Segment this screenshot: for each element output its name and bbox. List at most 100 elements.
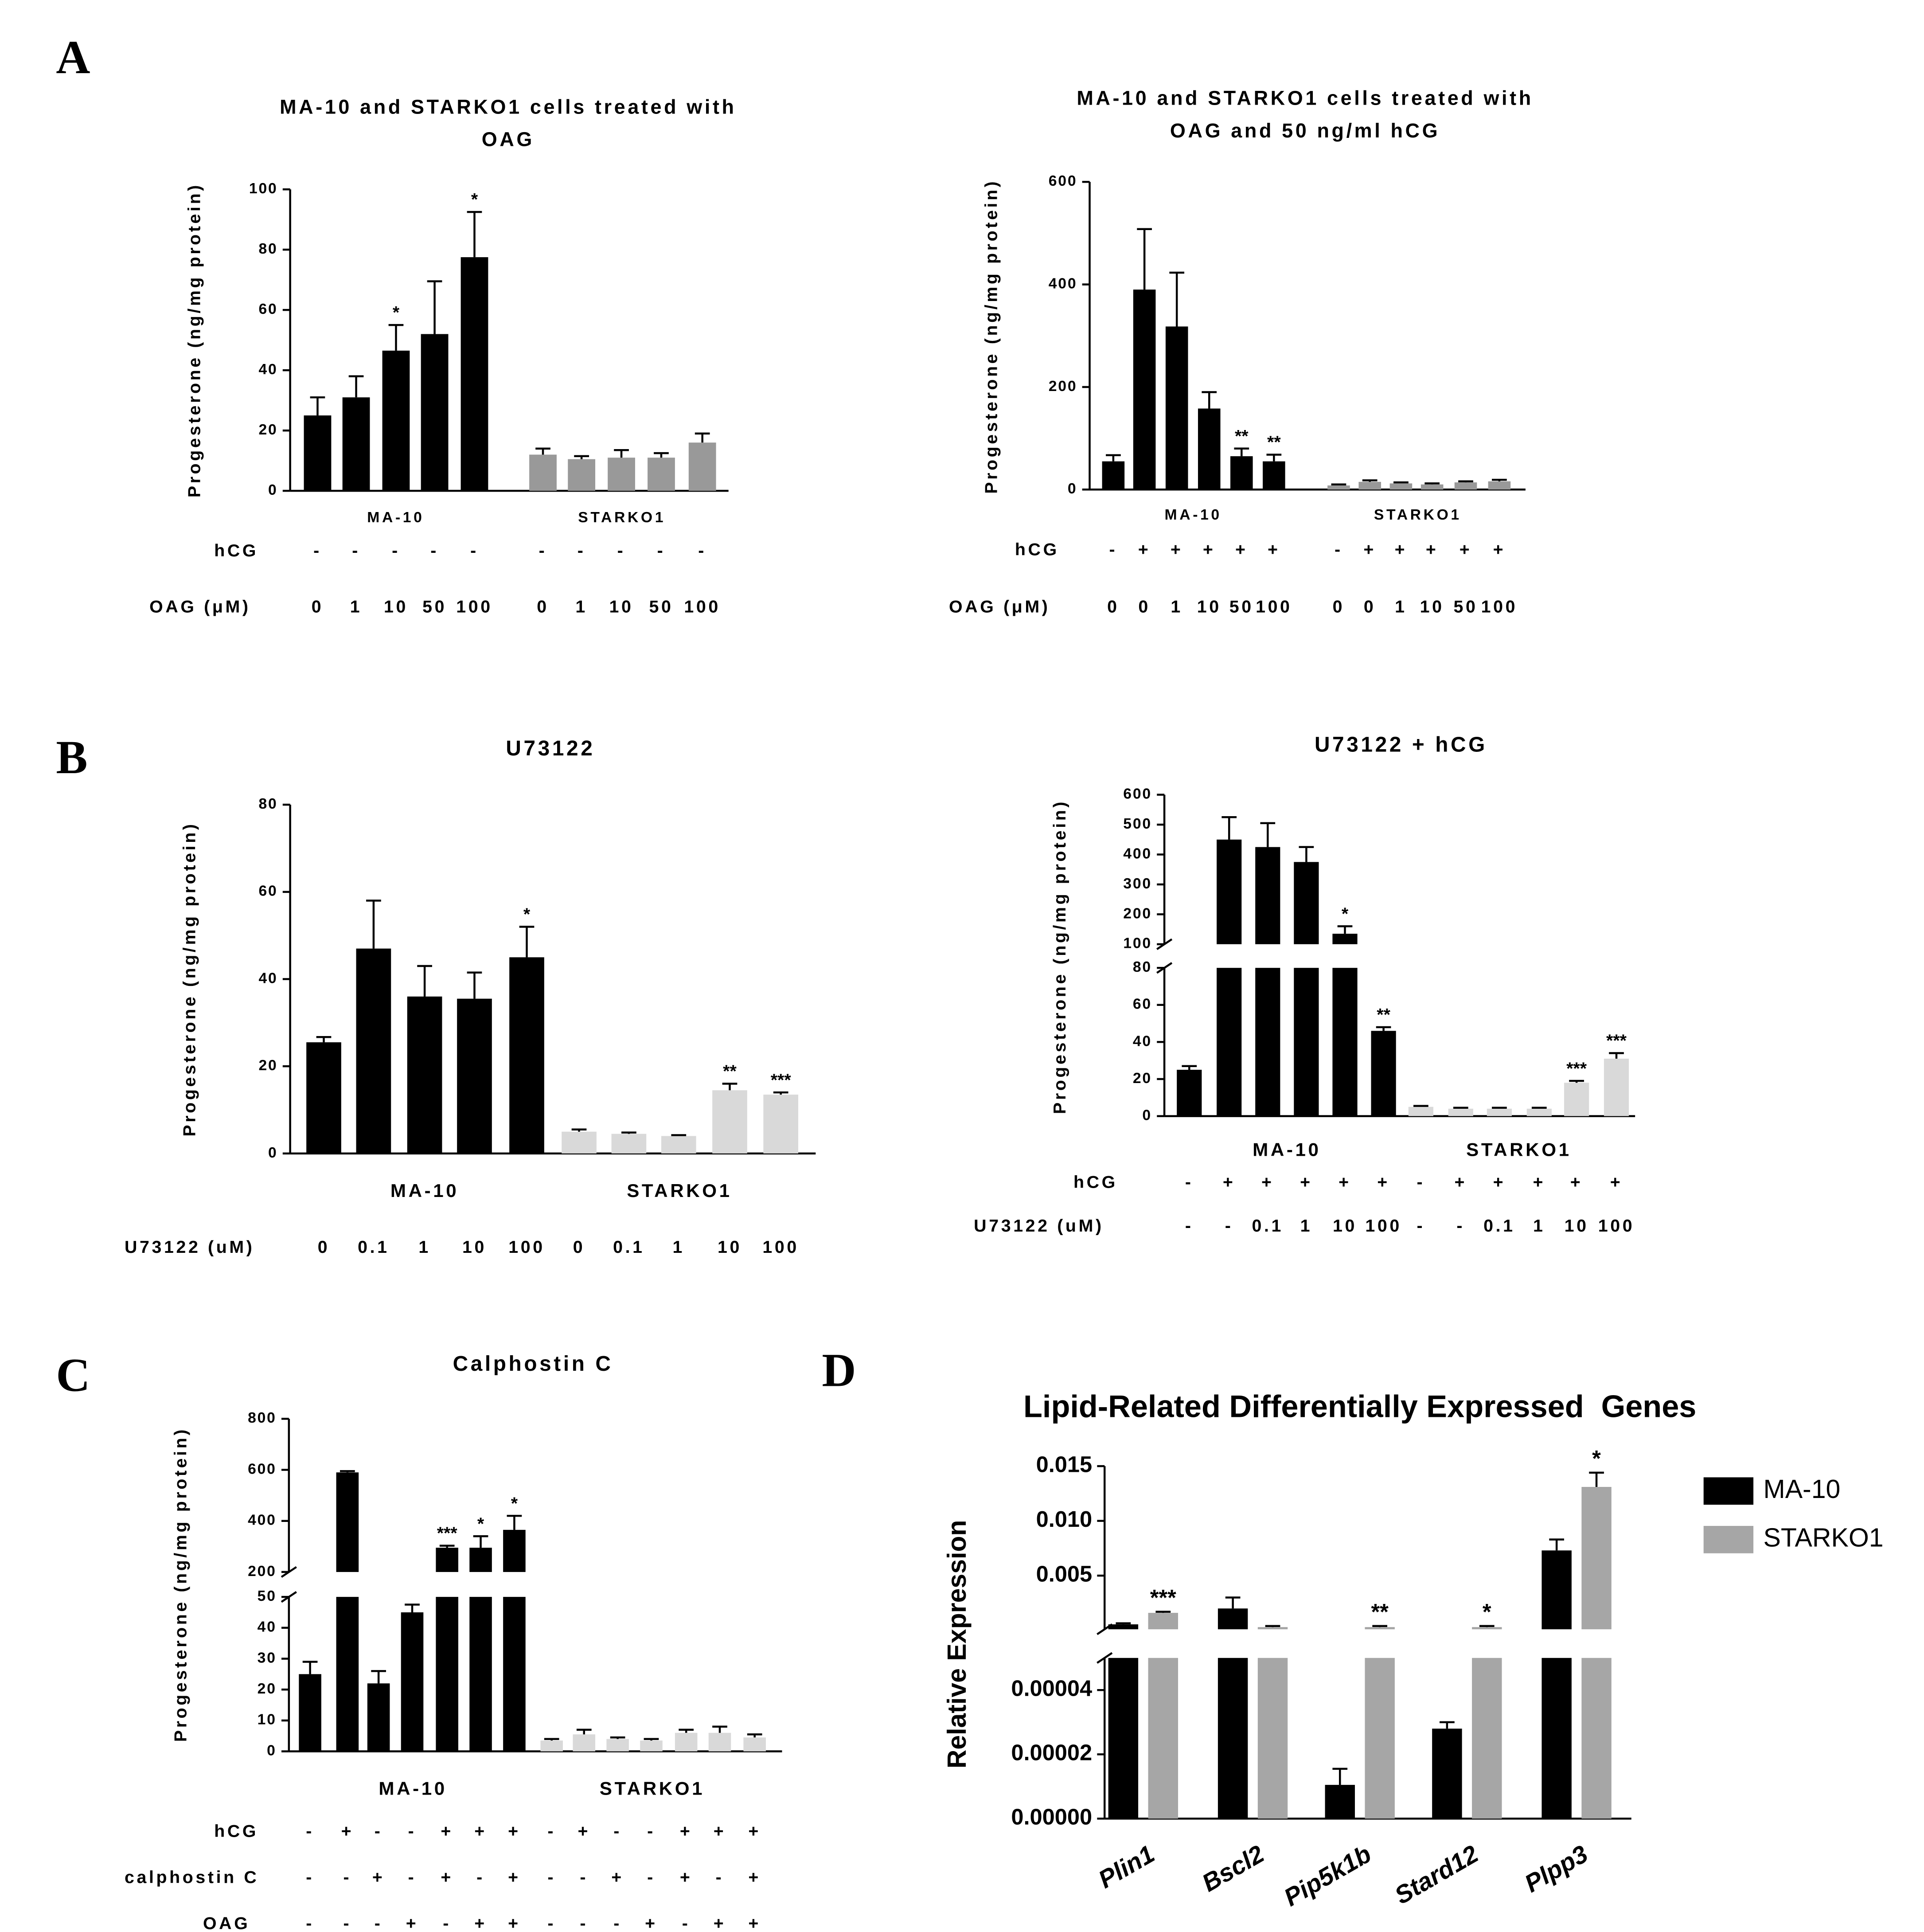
error-bar (371, 1670, 386, 1684)
bar (1177, 1070, 1202, 1116)
y-tick-label: 0 (268, 1144, 278, 1161)
treatment-value: - (1417, 1216, 1425, 1236)
error-bar (1589, 1471, 1604, 1487)
treatment-value: + (341, 1822, 354, 1841)
treatment-value: - (408, 1868, 417, 1887)
error-bar (1266, 454, 1282, 461)
treatment-value: - (443, 1913, 451, 1932)
treatment-value: - (547, 1913, 556, 1932)
y-tick-label: 0.00004 (1011, 1676, 1092, 1701)
treatment-value: + (1426, 540, 1439, 559)
bar (1332, 968, 1358, 1116)
significance-label: * (1342, 904, 1349, 923)
bar (661, 1136, 696, 1154)
bar (503, 1597, 526, 1752)
y-tick-label: 400 (1049, 275, 1077, 292)
treatment-value: - (698, 541, 706, 560)
treatment-value: - (716, 1868, 724, 1887)
treatment-value: + (441, 1822, 453, 1841)
treatment-value: - (470, 541, 479, 560)
treatment-value: 0 (1364, 597, 1376, 617)
y-tick-label: 0 (1068, 480, 1077, 497)
error-bar (1440, 1721, 1455, 1729)
error-bar (405, 1603, 420, 1612)
treatment-value: + (1138, 540, 1151, 559)
error-bar (576, 1729, 592, 1735)
error-bar (427, 280, 442, 334)
treatment-value: 1 (1533, 1216, 1545, 1236)
error-bar (467, 211, 482, 258)
bar (1581, 1487, 1612, 1630)
bar (708, 1733, 731, 1752)
bar (1148, 1658, 1178, 1819)
error-bar (1376, 1026, 1391, 1031)
treatment-value: 10 (1333, 1216, 1357, 1236)
y-tick-label: 0 (1142, 1107, 1152, 1123)
error-bar (571, 1128, 587, 1132)
error-bar (348, 375, 364, 398)
treatment-value: + (1460, 540, 1472, 559)
y-tick-label: 40 (258, 1619, 277, 1635)
bar (606, 1739, 629, 1752)
bar (562, 1131, 597, 1154)
bar (640, 1740, 663, 1752)
treatment-value: + (645, 1913, 658, 1932)
y-tick-label: 30 (258, 1649, 277, 1666)
bar (763, 1095, 799, 1154)
treatment-value: - (1225, 1216, 1233, 1236)
significance-label: ** (1235, 426, 1249, 446)
error-bar (1458, 480, 1473, 483)
y-tick-label: 20 (258, 1680, 277, 1697)
treatment-value: - (657, 541, 666, 560)
significance-label: *** (1566, 1059, 1587, 1078)
error-bar (519, 926, 535, 958)
y-tick-label: 0.00000 (1011, 1804, 1092, 1830)
error-bar (1265, 1625, 1280, 1627)
treatment-value: - (343, 1913, 352, 1932)
bar (1255, 847, 1280, 944)
bar (1454, 482, 1477, 490)
treatment-value: - (539, 541, 547, 560)
y-tick-label: 80 (258, 795, 277, 812)
significance-label: ** (1377, 1005, 1390, 1025)
treatment-value: + (474, 1913, 487, 1932)
significance-label: *** (1606, 1031, 1627, 1051)
treatment-value: - (547, 1868, 556, 1887)
bar (1294, 862, 1319, 944)
treatment-value: 100 (1365, 1216, 1401, 1236)
bar (648, 458, 675, 491)
treatment-value: + (748, 1913, 761, 1932)
treatment-value: 0.1 (358, 1237, 390, 1257)
error-bar (1549, 1538, 1564, 1551)
treatment-value: - (613, 1913, 622, 1932)
error-bar (1234, 447, 1249, 457)
y-axis-label: Relative Expression (942, 1520, 972, 1769)
axis-break (281, 1591, 297, 1603)
treatment-value: 50 (422, 597, 447, 617)
bar (457, 998, 492, 1154)
treatment-value: + (1235, 540, 1248, 559)
treatment-value: 0.1 (1483, 1216, 1515, 1236)
significance-label: ** (1371, 1599, 1389, 1624)
bar (688, 442, 716, 491)
error-bar (1337, 925, 1353, 934)
y-axis-label: Progesterone (ng/mg protein) (185, 183, 204, 497)
treatment-value: 100 (684, 597, 720, 617)
bar (608, 458, 635, 491)
group-label: STARKO1 (578, 509, 666, 526)
treatment-value: 0 (318, 1237, 330, 1257)
panel-letter: B (56, 731, 87, 784)
y-tick-label: 60 (258, 883, 277, 900)
error-bar (316, 1036, 332, 1043)
treatment-value: + (474, 1822, 487, 1841)
chart-title: Lipid-Related Differentially Expressed G… (1023, 1388, 1696, 1424)
treatment-label: hCG (1073, 1173, 1118, 1192)
treatment-label: OAG (203, 1913, 250, 1932)
error-bar (610, 1736, 625, 1739)
bar (336, 1472, 359, 1572)
error-bar (1424, 482, 1440, 485)
legend-swatch (1703, 1477, 1754, 1505)
error-bar (388, 324, 404, 351)
treatment-value: + (578, 1822, 590, 1841)
